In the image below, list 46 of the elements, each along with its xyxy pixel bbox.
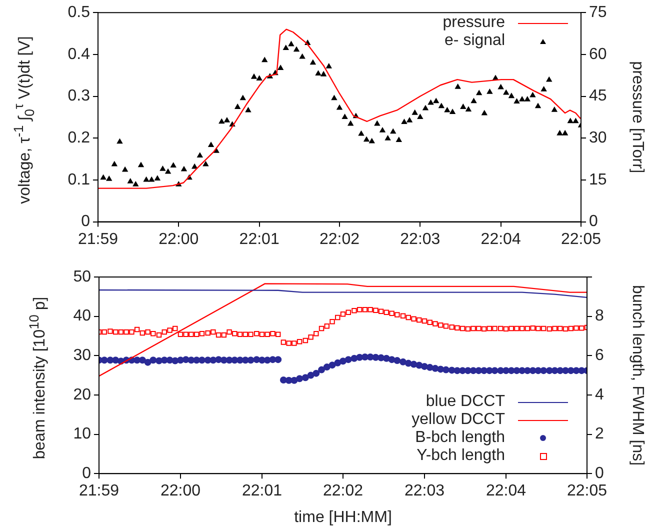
y2-tick-label: 60 [589,46,607,63]
y-tick-label: 10 [73,426,92,443]
legend-label: Y-bch length [416,447,505,465]
y-tick-label: 50 [73,268,92,286]
legend-label: yellow DCCT [412,411,505,429]
x-tick-label: 22:00 [158,230,199,248]
y2-tick-label: 2 [595,426,604,443]
y2-tick-label: 6 [595,347,604,364]
legend-label: B-bch length [415,429,505,447]
y-tick-label: 0.2 [68,130,90,147]
legend-label: blue DCCT [426,393,505,411]
x-tick-label: 22:04 [486,482,526,500]
y-tick-label: 0.1 [68,171,90,188]
x-tick-label: 22:01 [242,482,282,500]
y2-tick-label: 30 [589,130,607,147]
x-tick-label: 22:02 [322,482,364,500]
y2-tick-label: 8 [595,308,604,325]
y2-tick-label: 0 [595,465,604,482]
x-tick-label: 22:01 [239,230,280,248]
y2-axis-title: pressure [nTorr] [628,61,646,174]
x-tick-label: 21:59 [78,230,118,248]
y-tick-label: 20 [73,386,92,404]
y2-axis-title: bunch length, FWHM [ns] [628,285,646,466]
legend-label: pressure [442,14,505,32]
y2-tick-label: 45 [589,88,607,105]
y-tick-label: 0.3 [68,88,90,105]
y2-tick-label: 0 [589,213,598,230]
y2-tick-label: 75 [589,4,607,22]
x-axis-title: time [HH:MM] [294,508,392,526]
x-tick-label: 22:03 [400,230,440,248]
y-tick-label: 30 [73,347,92,364]
y-tick-label: 0.5 [68,4,90,22]
x-tick-label: 22:05 [566,482,608,500]
legend-label: e- signal [444,32,505,50]
x-tick-label: 22:02 [319,230,360,248]
x-tick-label: 22:05 [560,230,602,248]
y-tick-label: 0 [81,213,90,230]
x-tick-label: 22:03 [404,482,445,500]
x-tick-label: 22:00 [160,482,201,500]
y-tick-label: 0 [82,465,92,482]
y-tick-label: 0.4 [68,46,90,63]
x-tick-label: 21:59 [78,482,120,500]
y-tick-label: 40 [73,308,92,325]
x-tick-label: 22:04 [480,230,521,248]
y2-tick-label: 15 [589,171,607,188]
y2-tick-label: 4 [595,386,604,404]
